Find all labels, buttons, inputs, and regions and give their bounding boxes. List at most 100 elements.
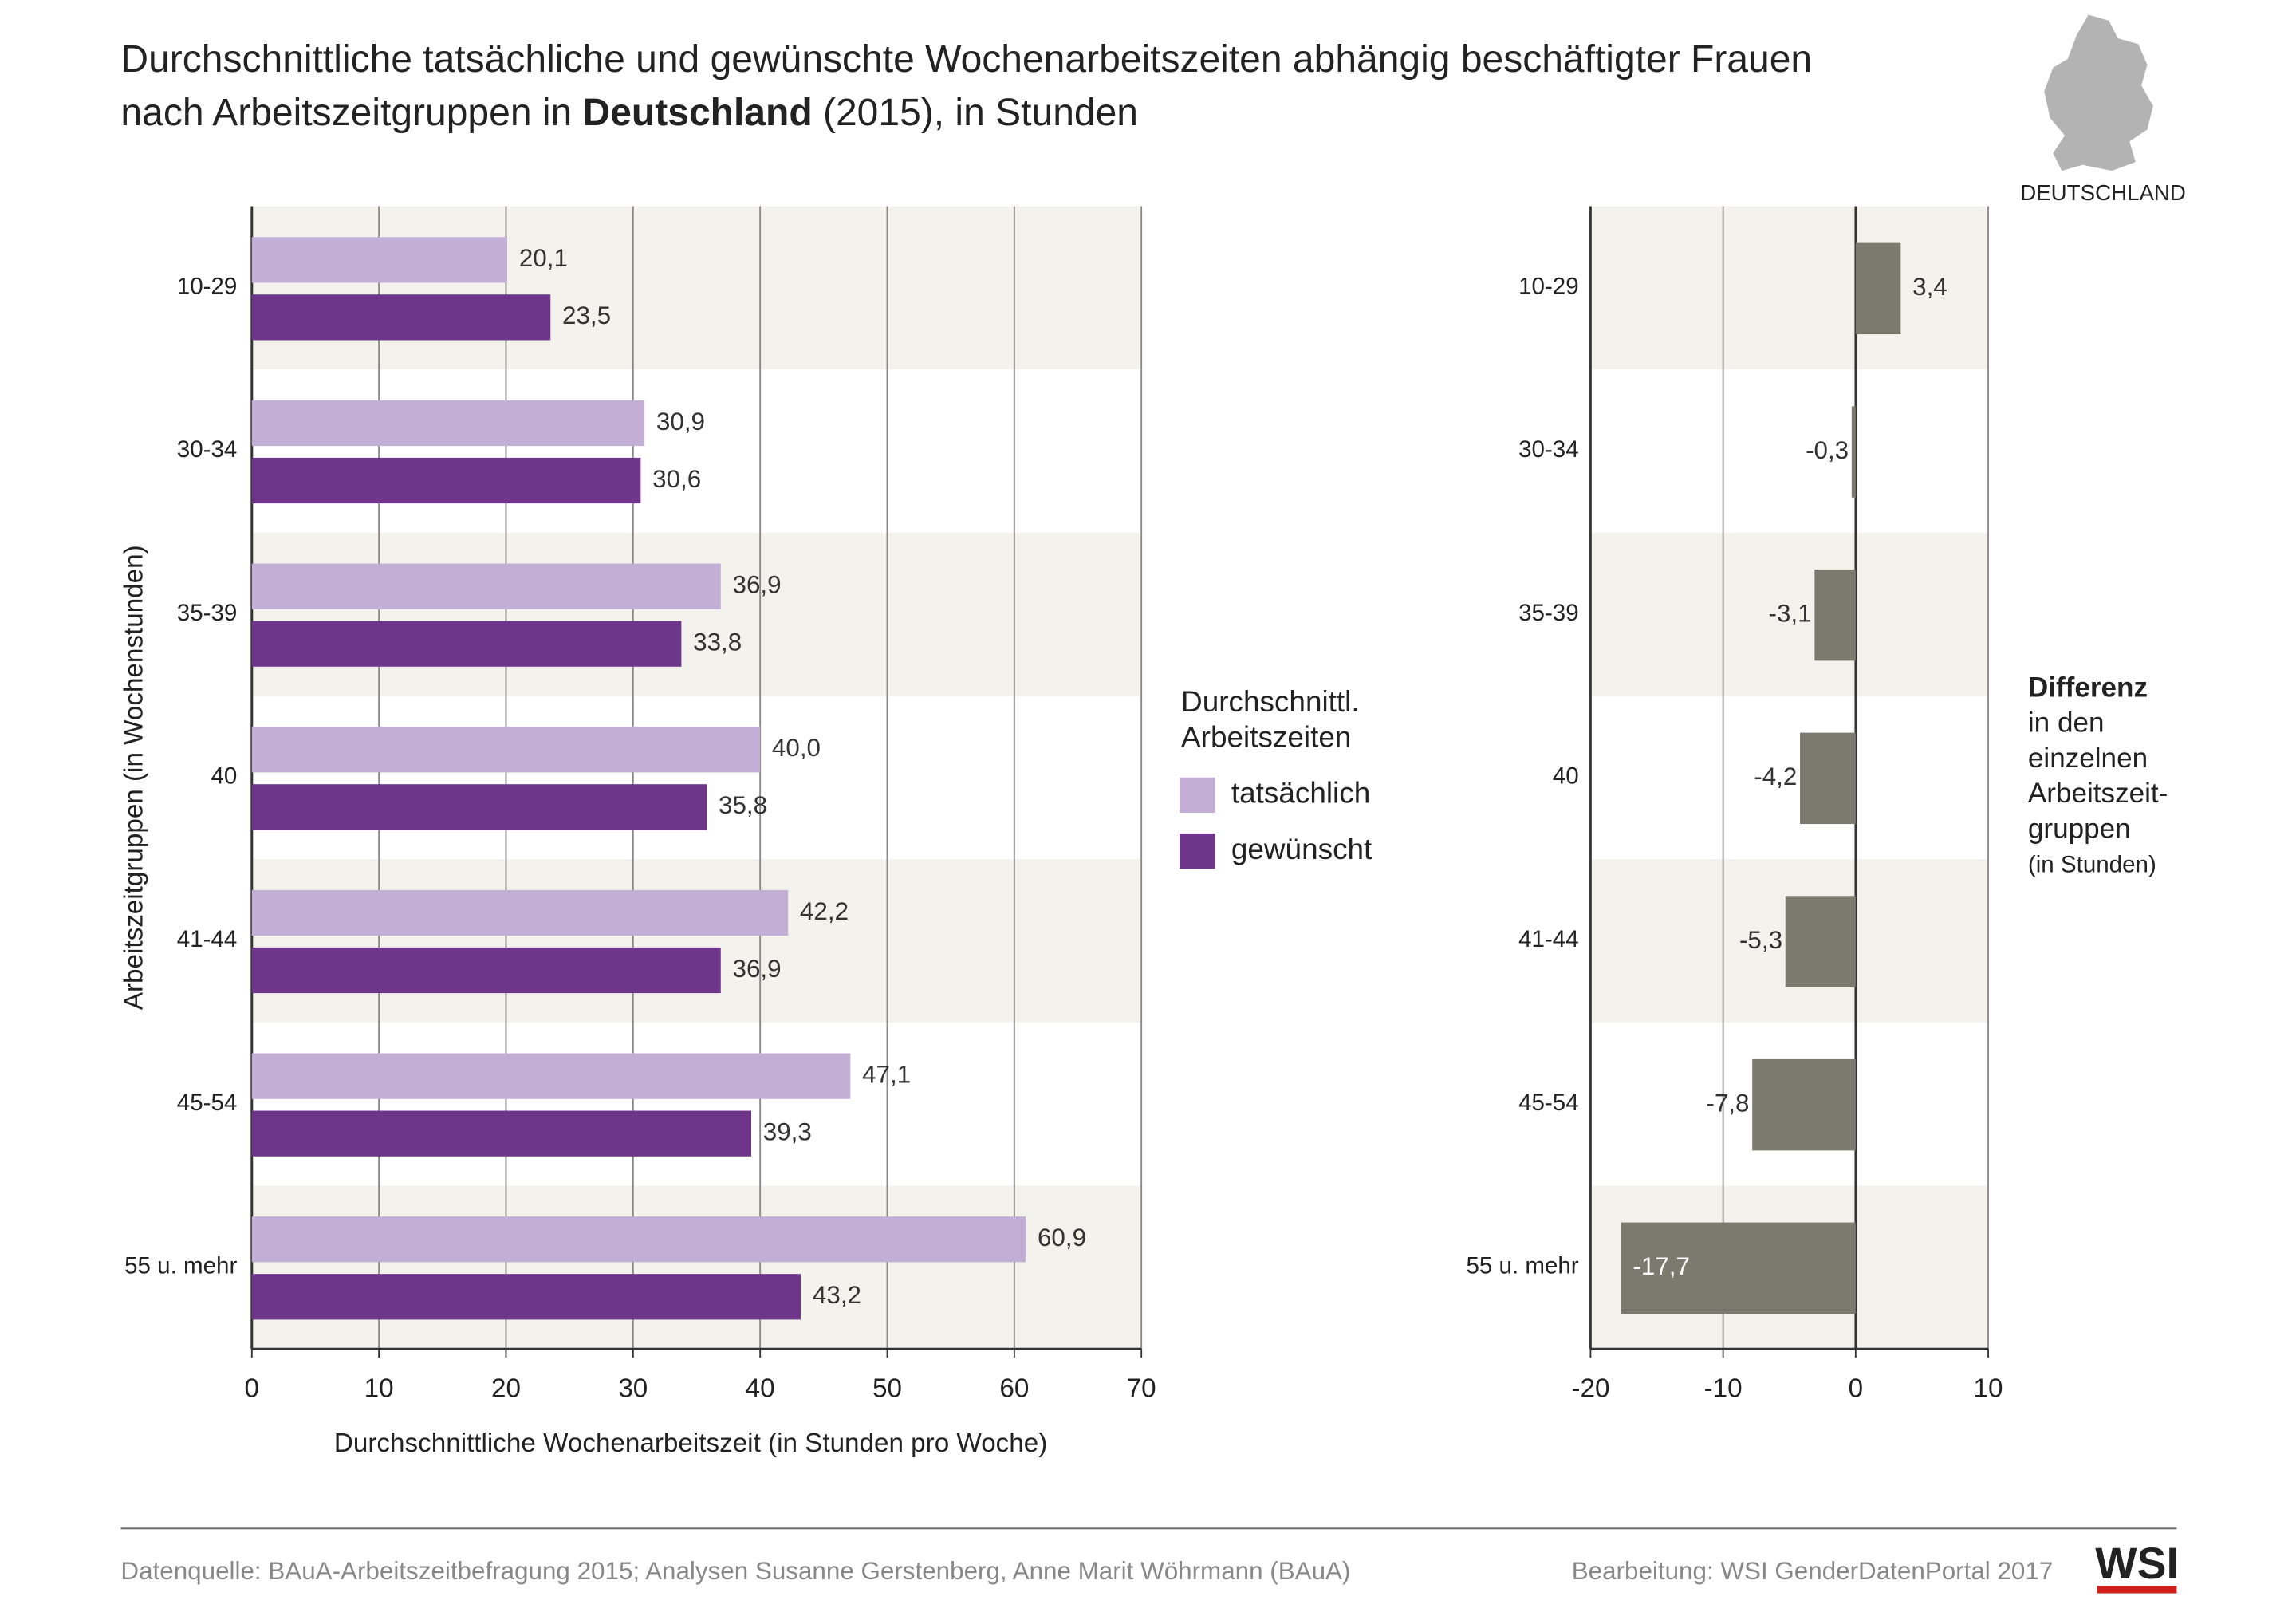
y-tick-label: 41-44 xyxy=(177,926,238,952)
x-tick-label: 50 xyxy=(872,1374,902,1404)
bar xyxy=(1855,242,1901,335)
y-tick-label: 40 xyxy=(1553,763,1579,790)
bar xyxy=(251,727,761,773)
x-tick-label: 60 xyxy=(999,1374,1029,1404)
value-label: -17,7 xyxy=(1632,1252,1690,1280)
footer-credit: Bearbeitung: WSI GenderDatenPortal 2017 xyxy=(1572,1557,2054,1585)
x-tick-label: -10 xyxy=(1704,1374,1743,1404)
value-label: -5,3 xyxy=(1739,926,1782,954)
value-label: 20,1 xyxy=(519,244,568,272)
value-label: 40,0 xyxy=(772,734,821,762)
logo: WSI xyxy=(2095,1539,2179,1588)
bar xyxy=(251,400,645,447)
band xyxy=(251,1185,1142,1350)
bar xyxy=(1800,732,1856,825)
value-label: 42,2 xyxy=(800,897,849,925)
value-label: 3,4 xyxy=(1912,273,1947,301)
bar xyxy=(251,621,682,667)
value-label: -0,3 xyxy=(1806,436,1849,464)
value-label: -3,1 xyxy=(1769,599,1812,627)
value-label: 35,8 xyxy=(719,791,767,819)
band xyxy=(251,859,1142,1023)
x-tick-label: 30 xyxy=(618,1374,648,1404)
value-label: -4,2 xyxy=(1754,763,1797,790)
x-tick-label: 70 xyxy=(1127,1374,1156,1404)
value-label: 36,9 xyxy=(733,570,782,598)
x-tick-label: 10 xyxy=(364,1374,394,1404)
band xyxy=(1590,532,1989,696)
title-part: (2015), in Stunden xyxy=(813,92,1138,134)
x-axis-label: Durchschnittliche Wochenarbeitszeit (in … xyxy=(334,1429,1047,1458)
y-tick-label: 45-54 xyxy=(177,1090,238,1116)
bar xyxy=(251,457,641,504)
annotation: (in Stunden) xyxy=(2028,851,2156,877)
y-tick-label: 10-29 xyxy=(1518,274,1579,300)
band xyxy=(251,532,1142,696)
annotation: gruppen xyxy=(2028,813,2131,844)
title-part: Deutschland xyxy=(583,92,813,134)
legend-label: tatsächlich xyxy=(1231,777,1370,810)
y-tick-label: 35-39 xyxy=(1518,600,1579,626)
value-label: 43,2 xyxy=(813,1281,861,1309)
bar xyxy=(1851,406,1856,498)
legend-title: Durchschnittl. xyxy=(1181,685,1360,718)
value-label: 60,9 xyxy=(1038,1224,1086,1251)
bar xyxy=(251,947,721,994)
bar xyxy=(1814,569,1856,661)
x-tick-label: 10 xyxy=(1974,1374,2003,1404)
map-label: DEUTSCHLAND xyxy=(2020,180,2186,205)
title: nach Arbeitszeitgruppen in Deutschland (… xyxy=(120,92,1138,134)
title: Durchschnittliche tatsächliche und gewün… xyxy=(120,38,1812,81)
y-tick-label: 41-44 xyxy=(1518,926,1579,952)
bar xyxy=(251,1053,851,1099)
legend-label: gewünscht xyxy=(1231,833,1372,865)
bar xyxy=(251,563,721,609)
bar xyxy=(251,294,551,341)
x-tick-label: 0 xyxy=(245,1374,259,1404)
x-tick-label: 20 xyxy=(491,1374,521,1404)
x-tick-label: 0 xyxy=(1849,1374,1863,1404)
bar xyxy=(1785,896,1856,987)
value-label: 39,3 xyxy=(763,1117,812,1145)
y-tick-label: 30-34 xyxy=(177,436,238,463)
bar xyxy=(1752,1058,1856,1151)
value-label: 30,6 xyxy=(652,465,701,493)
y-tick-label: 10-29 xyxy=(177,274,238,300)
legend-title: Arbeitszeiten xyxy=(1181,721,1351,754)
value-label: 47,1 xyxy=(862,1060,911,1088)
annotation: in den xyxy=(2028,707,2105,739)
bar xyxy=(251,784,707,830)
bar xyxy=(251,889,789,936)
bar xyxy=(1621,1222,1856,1314)
band xyxy=(251,206,1142,370)
y-tick-label: 55 u. mehr xyxy=(1466,1253,1578,1279)
legend-swatch xyxy=(1180,833,1215,869)
y-tick-label: 35-39 xyxy=(177,600,238,626)
map-icon xyxy=(2044,14,2153,171)
value-label: 33,8 xyxy=(693,628,742,656)
bar xyxy=(251,1110,752,1157)
band xyxy=(1590,206,1989,370)
annotation: einzelnen xyxy=(2028,743,2148,774)
y-axis-label: Arbeitszeitgruppen (in Wochenstunden) xyxy=(120,545,149,1010)
annotation: Arbeitszeit- xyxy=(2028,778,2168,809)
annotation: Differenz xyxy=(2028,672,2148,703)
footer-source: Datenquelle: BAuA-Arbeitszeitbefragung 2… xyxy=(120,1557,1350,1585)
x-tick-label: 40 xyxy=(746,1374,775,1404)
y-tick-label: 40 xyxy=(211,763,237,790)
bar xyxy=(251,237,508,283)
y-tick-label: 30-34 xyxy=(1518,436,1579,463)
logo-bar xyxy=(2097,1586,2177,1594)
title-part: nach Arbeitszeitgruppen in xyxy=(120,92,582,134)
legend-swatch xyxy=(1180,777,1215,814)
value-label: 30,9 xyxy=(656,408,705,436)
y-tick-label: 55 u. mehr xyxy=(124,1253,237,1279)
value-label: -7,8 xyxy=(1706,1089,1749,1117)
bar xyxy=(251,1274,801,1320)
bar xyxy=(251,1216,1026,1263)
value-label: 36,9 xyxy=(733,955,782,983)
x-tick-label: -20 xyxy=(1571,1374,1609,1404)
value-label: 23,5 xyxy=(562,302,611,329)
y-tick-label: 45-54 xyxy=(1518,1090,1579,1116)
